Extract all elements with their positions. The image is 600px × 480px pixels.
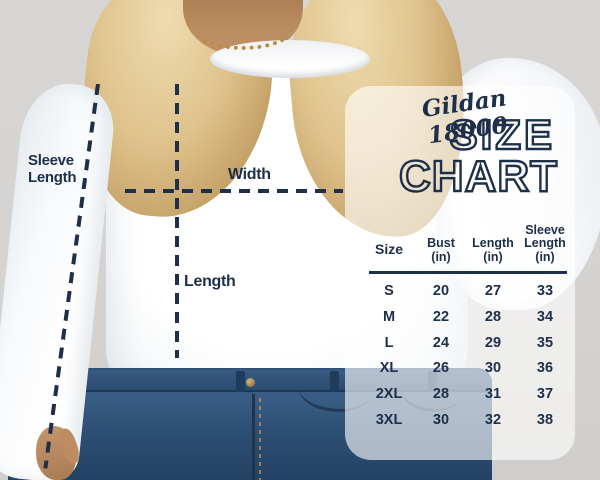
size-chart-header-row: Size Bust (in) Length (in) Sleeve Length… [363,210,571,264]
gold-necklace [190,2,296,50]
jeans-belt-loop [330,371,339,392]
size-chart-body: S 20 27 33 M 22 28 34 L 24 29 35 XL 26 30 36 2XL 28 31… [363,279,571,433]
jeans-fly-stitch [259,398,261,480]
jeans-fly-seam [252,394,255,480]
jeans-button [246,378,255,387]
width-label: Width [228,166,271,183]
table-row: M 22 28 34 [382,309,554,326]
table-row: 3XL 30 32 38 [375,411,554,428]
size-chart-table: Size Bust (in) Length (in) Sleeve Length… [363,210,571,433]
table-row: L 24 29 35 [384,334,554,351]
length-dashed-line [175,84,179,358]
table-row: 2XL 28 31 37 [375,386,554,403]
table-row: S 20 27 33 [384,283,554,300]
sleeve-length-label-line2: Length [28,168,77,186]
sleeve-length-label: Sleeve Length [28,152,77,186]
column-header-sleeve-length: Sleeve Length (in) [524,222,566,264]
width-dashed-line [125,189,343,193]
jeans-belt-loop [236,371,245,392]
size-chart-title-line2: CHART [398,152,558,201]
size-chart-title-line1: SIZE [448,111,555,158]
length-label: Length [184,273,236,290]
sleeve-length-label-line1: Sleeve [28,152,74,169]
column-header-bust: Bust (in) [427,236,455,264]
column-header-size: Size [374,240,403,257]
table-row: XL 26 30 36 [379,360,554,377]
header-divider [369,271,567,274]
column-header-length: Length (in) [472,236,514,264]
size-chart-panel: Gildan 18000 SIZE CHART Size Bust (in) L… [345,84,575,460]
